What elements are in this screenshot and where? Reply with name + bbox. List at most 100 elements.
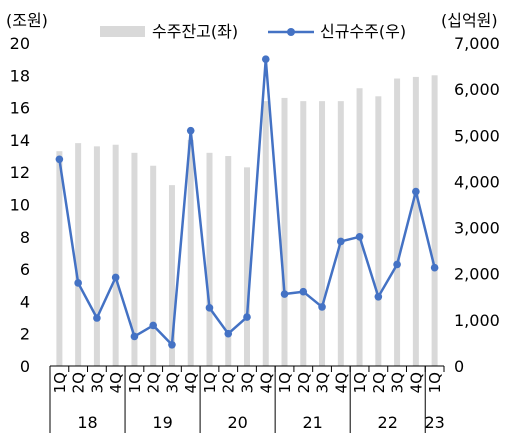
right-tick-label: 6,000 — [454, 80, 500, 99]
bar — [300, 101, 307, 366]
year-label: 23 — [424, 413, 444, 432]
x-tick-label: 3Q — [88, 372, 106, 393]
line-point — [261, 55, 270, 63]
bars-layer — [56, 75, 438, 367]
left-tick-label: 16 — [10, 99, 30, 118]
axes-layer: 0 2 4 6 8 10 12 14 16 18 20 0 1,000 2,000 3,000 4,000 5,… — [10, 34, 500, 433]
bar — [244, 167, 250, 366]
bar — [112, 144, 119, 366]
right-tick-label: 0 — [454, 357, 464, 376]
x-tick-label: 1Q — [426, 372, 444, 393]
line-point — [318, 303, 326, 311]
right-tick-label: 5,000 — [454, 126, 500, 145]
bar — [206, 152, 213, 366]
line-point — [130, 332, 139, 341]
legend-swatch-backlog — [100, 26, 145, 37]
x-tick-label: 3Q — [314, 372, 332, 393]
x-tick-label: 1Q — [276, 372, 294, 393]
left-tick-label: 20 — [10, 34, 30, 53]
bar — [412, 76, 419, 366]
x-tick-label: 2Q — [370, 372, 388, 393]
year-label: 18 — [77, 413, 97, 432]
x-tick-label: 3Q — [239, 372, 257, 393]
line-point — [243, 313, 251, 321]
line-point — [149, 321, 157, 330]
right-tick-label: 1,000 — [454, 311, 500, 330]
bar — [150, 165, 157, 366]
x-tick-label: 2Q — [145, 372, 163, 393]
right-tick-label: 7,000 — [454, 34, 500, 53]
bar — [356, 88, 363, 366]
right-tick-label: 3,000 — [454, 219, 500, 238]
line-point — [74, 279, 82, 287]
bar — [93, 146, 100, 366]
line-point — [168, 340, 176, 349]
line-point — [93, 314, 101, 322]
bar — [187, 139, 194, 366]
line-point — [111, 273, 120, 282]
x-tick-label: 2Q — [295, 372, 313, 393]
legend: 수주잔고(좌) 신규수주(우) — [100, 22, 406, 41]
bar — [225, 156, 232, 366]
left-tick-label: 10 — [10, 196, 30, 215]
year-label: 21 — [302, 413, 322, 432]
right-axis-unit-label: (십억원) — [441, 11, 498, 30]
bar — [394, 78, 401, 366]
line-point — [337, 237, 345, 246]
line-layer — [55, 55, 439, 349]
x-tick-label: 4Q — [257, 372, 275, 393]
line-point — [374, 292, 383, 301]
left-tick-label: 18 — [10, 66, 30, 85]
x-tick-label: 2Q — [70, 372, 88, 393]
bar — [75, 143, 82, 366]
bar — [168, 185, 175, 366]
x-tick-label: 1Q — [51, 372, 69, 393]
x-tick-label: 1Q — [201, 372, 219, 393]
x-tick-label: 3Q — [389, 372, 407, 393]
x-tick-label: 1Q — [126, 372, 144, 393]
x-tick-label: 4Q — [407, 372, 425, 393]
bar — [375, 96, 382, 367]
x-tick-label: 3Q — [163, 372, 181, 393]
year-label: 22 — [378, 413, 398, 432]
left-tick-label: 6 — [20, 260, 30, 279]
line-point — [412, 187, 420, 196]
line-point — [205, 304, 214, 312]
x-tick-label: 4Q — [182, 372, 200, 393]
left-tick-label: 12 — [10, 163, 30, 182]
year-label: 20 — [227, 413, 247, 432]
line-point — [280, 290, 289, 298]
x-tick-label: 4Q — [332, 372, 350, 393]
bar — [431, 75, 438, 367]
line-point — [430, 263, 439, 272]
line-point — [186, 126, 195, 135]
x-tick-label: 1Q — [351, 372, 369, 393]
right-tick-label: 2,000 — [454, 265, 500, 284]
legend-marker-new-orders — [287, 28, 295, 36]
left-tick-label: 4 — [20, 292, 30, 311]
line-point — [355, 233, 364, 241]
x-tick-label: 4Q — [107, 372, 125, 393]
bar — [337, 101, 344, 366]
left-axis-unit-label: (조원) — [6, 11, 48, 30]
legend-label-backlog: 수주잔고(좌) — [152, 22, 238, 41]
line-point — [224, 329, 233, 338]
bar — [319, 101, 326, 366]
left-tick-label: 14 — [10, 131, 30, 150]
line-point — [299, 287, 308, 296]
right-tick-label: 4,000 — [454, 172, 500, 191]
left-tick-label: 8 — [20, 228, 30, 247]
left-tick-label: 2 — [20, 325, 30, 344]
bar — [281, 97, 288, 366]
bar — [262, 101, 269, 366]
legend-label-new-orders: 신규수주(우) — [320, 22, 406, 41]
bar — [56, 151, 63, 366]
left-tick-label: 0 — [20, 357, 30, 376]
line-point — [55, 155, 64, 164]
x-tick-label: 2Q — [220, 372, 238, 393]
bar — [131, 152, 138, 366]
year-label: 19 — [152, 413, 172, 432]
line-point — [393, 260, 401, 269]
